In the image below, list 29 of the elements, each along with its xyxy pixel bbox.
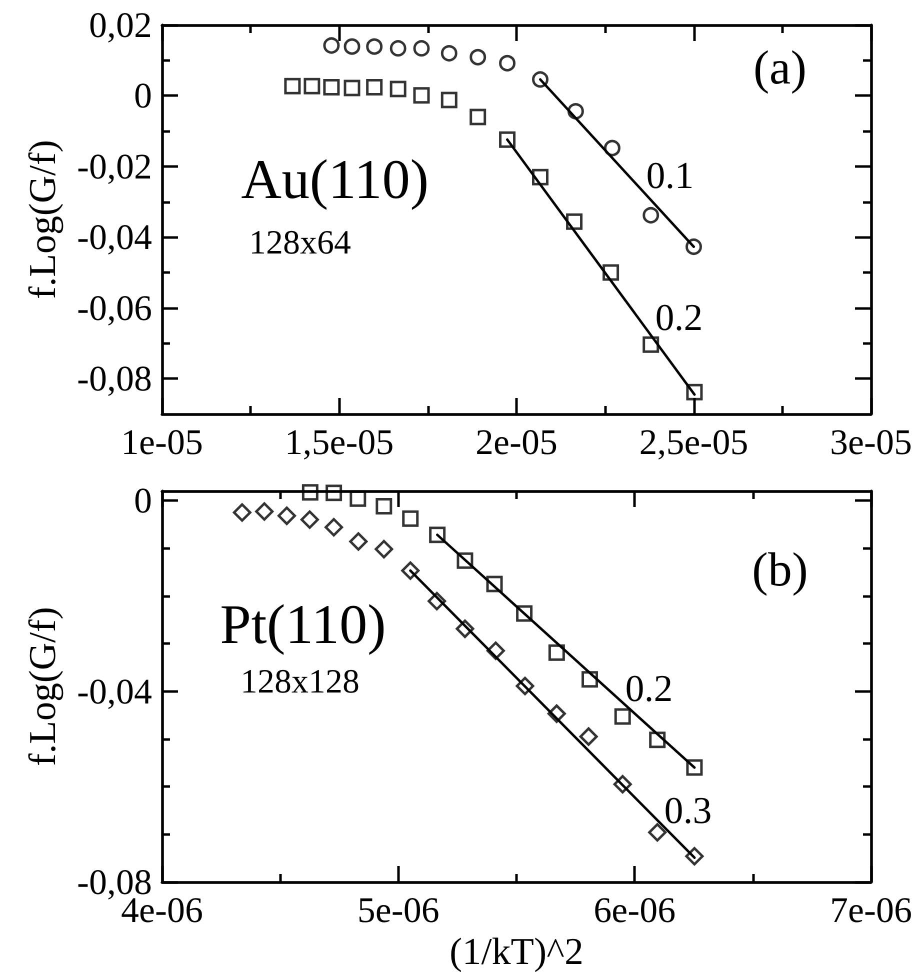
x-tick-label: 5e-06 — [357, 890, 440, 930]
annotation: Au(110) — [241, 149, 429, 211]
y-tick-label: -0,04 — [77, 217, 152, 258]
x-axis-title: (1/kT)^2 — [450, 930, 584, 973]
y-tick-label: 0 — [134, 76, 152, 116]
annotation: 0.1 — [646, 155, 694, 197]
y-tick-label: -0,04 — [77, 671, 152, 712]
y-tick-label: -0,06 — [77, 288, 152, 328]
y-tick-label: -0,02 — [77, 146, 152, 186]
y-tick-label: -0,08 — [77, 358, 152, 399]
annotation: 0.3 — [664, 790, 712, 832]
x-tick-label: 1e-05 — [121, 422, 203, 462]
annotation: (a) — [753, 42, 807, 94]
y-tick-label: 0,02 — [89, 5, 152, 45]
annotation: 128x128 — [240, 664, 360, 700]
y-axis-title: f.Log(G/f) — [22, 140, 64, 300]
x-tick-label: 1,5e-05 — [284, 422, 394, 462]
annotation: 0.2 — [655, 297, 703, 339]
x-tick-label: 2,5e-05 — [639, 422, 748, 462]
annotation: (b) — [752, 544, 808, 596]
x-tick-label: 3e-05 — [830, 422, 912, 462]
y-tick-label: 0 — [134, 480, 152, 521]
annotation: 128x64 — [249, 224, 351, 262]
annotation: 0.2 — [625, 668, 673, 710]
x-tick-label: 6e-06 — [594, 890, 676, 930]
annotation: Pt(110) — [220, 594, 386, 656]
x-tick-label: 2e-05 — [476, 422, 558, 462]
x-tick-label: 7e-06 — [830, 890, 912, 930]
y-axis-title: f.Log(G/f) — [22, 606, 64, 766]
